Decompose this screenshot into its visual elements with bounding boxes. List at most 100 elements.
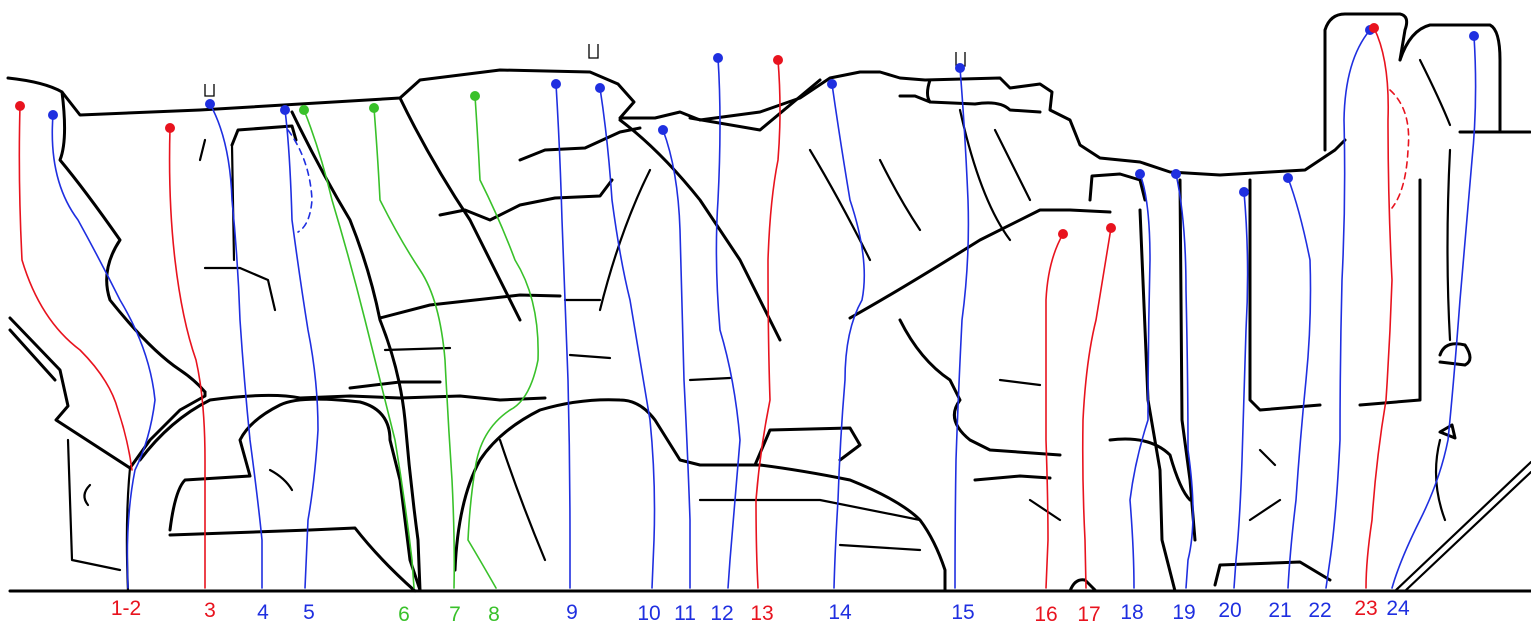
anchor-3 [165,123,175,133]
block-15b [898,94,932,104]
crack-15b [993,128,1032,202]
route-label: 13 [750,602,773,625]
ledge-7 [378,293,562,320]
route-line-21 [1287,177,1312,589]
anchor-6 [299,105,309,115]
ledge-16b [998,378,1042,387]
diagonal-corner [290,110,422,592]
lower-off-icon [204,84,215,97]
block-15 [926,78,1042,114]
route-label: 6 [398,603,410,625]
route-label: 20 [1218,599,1241,622]
route-label: 4 [257,601,269,624]
route-line-5 [284,109,319,589]
ledge-lower-left [138,393,547,462]
lower-off-icon [588,44,599,59]
flake-4-5 [230,124,298,147]
crack-9b [568,353,612,360]
boulder-ledge [698,498,922,522]
route-line-3 [168,127,206,589]
route-line-19 [1175,173,1194,589]
anchor-14 [827,79,837,89]
big-boulder [453,398,947,593]
route-label: 17 [1077,603,1100,625]
hold-24b [1438,423,1457,440]
route-line-17 [1081,227,1112,589]
block-18 [1088,172,1147,202]
route-label: 14 [828,601,852,624]
route-labels: 1-2 3 4 5 6 7 8 9 10 11 12 13 14 15 16 1… [111,597,1410,625]
lower-shelf [168,526,417,593]
block-8 [438,178,614,222]
route-line-9 [555,83,571,589]
boulder-crack [498,438,547,562]
anchor-23 [1369,23,1379,33]
anchor-9 [551,79,561,89]
wall-18 [1138,208,1177,593]
route-label: 24 [1386,597,1410,620]
route-line-1 [18,105,133,471]
route-label: 1-2 [111,597,141,620]
anchor-8 [470,91,480,101]
boulder-20 [1213,560,1332,587]
ramp-right-1 [1393,460,1531,593]
left-arete [58,90,207,394]
anchor-5 [280,105,290,115]
ledge-7c [383,346,452,352]
wall-22 [1358,178,1422,407]
route-label: 16 [1034,603,1057,625]
route-label: 9 [566,601,578,624]
route-anchors [15,23,1479,239]
left-slab-edge [8,328,57,382]
anchor-24 [1469,31,1479,41]
anchor-18 [1135,169,1145,179]
left-slab-outline [8,316,207,470]
mark-c [1028,498,1062,522]
route-line-10 [599,87,656,589]
hold-24a [1438,342,1472,367]
left-crack-2 [66,438,122,572]
route-label: 18 [1120,601,1143,624]
mark-b [688,376,732,382]
anchor-15 [955,63,965,73]
small-crack-a [268,468,294,492]
pillar-24 [1398,23,1502,132]
diagonal-14 [688,78,822,132]
wall-21 [1248,178,1322,412]
route-line-2 [51,114,156,589]
route-label: 5 [303,601,315,624]
route-label: 7 [449,603,461,625]
pillar-23 [1323,12,1409,152]
pillar-24-wall [1446,148,1452,342]
route-label: 22 [1308,599,1331,622]
route-line-20 [1233,191,1249,589]
crack-14b [878,158,922,232]
boulder-ledge-b [838,543,922,552]
block-9-10 [518,126,642,162]
crag-top-outline [6,68,1347,177]
long-diagonal [618,118,782,342]
route-line-23-variant [1389,89,1410,209]
route-label: 10 [637,602,660,625]
route-line-12 [715,57,741,589]
route-line-24 [1391,35,1477,589]
corner-right [398,96,522,322]
ledge-7b [348,380,442,390]
boulder-center-left [168,397,422,592]
anchor-20 [1239,187,1249,197]
boulder-17 [1068,578,1097,593]
crack-14a [808,148,872,262]
mark-a [198,138,207,162]
slab-16 [898,318,1062,457]
route-line-5-variant [287,129,313,233]
route-line-14 [831,83,866,589]
crack-21 [1258,448,1277,467]
lower-off-marks [204,44,966,97]
route-label: 3 [204,599,216,622]
route-line-15 [954,67,970,589]
anchor-1 [15,101,25,111]
anchor-11 [658,125,668,135]
roof-19 [1108,437,1192,502]
route-line-7 [373,107,456,589]
anchor-4 [205,99,215,109]
